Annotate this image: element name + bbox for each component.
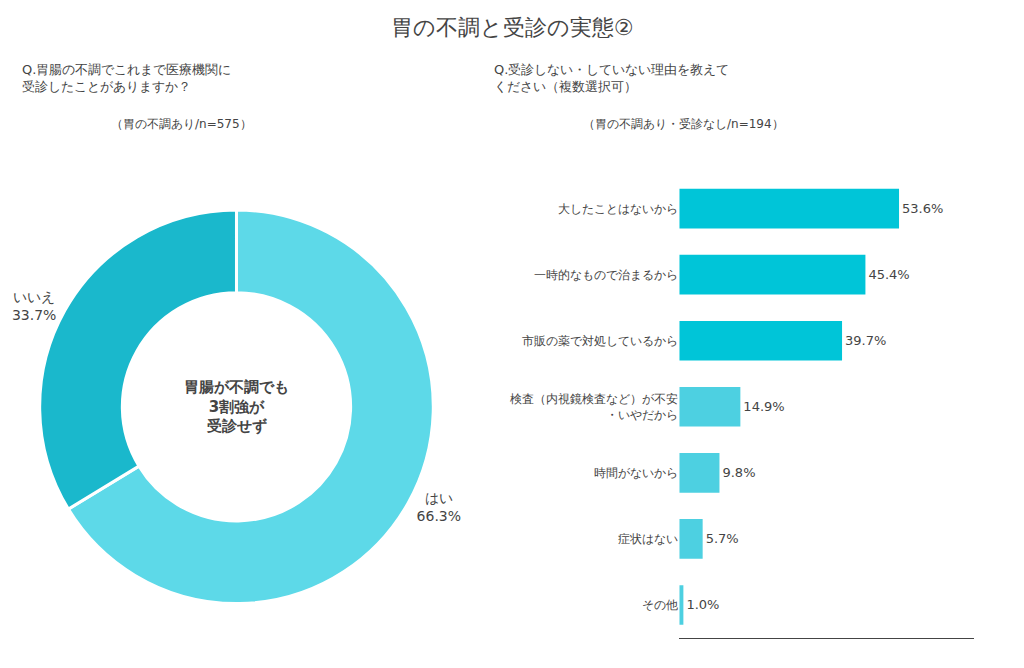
svg-text:9.8%: 9.8% [722,465,755,480]
svg-text:市販の薬で対処しているから: 市販の薬で対処しているから [522,334,678,348]
svg-text:Q.受診しない・していない理由を教えてください（複数選択可）: Q.受診しない・していない理由を教えてください（複数選択可） [494,62,729,94]
svg-text:39.7%: 39.7% [845,333,886,348]
svg-text:（胃の不調あり/n=575）: （胃の不調あり/n=575） [111,117,252,131]
svg-text:胃腸が不調でも3割強が受診せず: 胃腸が不調でも3割強が受診せず [184,378,289,435]
svg-text:45.4%: 45.4% [868,267,909,282]
svg-text:はい66.3%: はい66.3% [417,490,461,524]
svg-text:Q.胃腸の不調でこれまで医療機関に受診したことがありますか？: Q.胃腸の不調でこれまで医療機関に受診したことがありますか？ [22,62,231,94]
svg-text:5.7%: 5.7% [706,531,739,546]
svg-text:検査（内視鏡検査など）が不安・いやだから: 検査（内視鏡検査など）が不安・いやだから [510,392,678,422]
svg-text:14.9%: 14.9% [743,399,784,414]
svg-text:（胃の不調あり・受診なし/n=194）: （胃の不調あり・受診なし/n=194） [583,117,784,131]
svg-text:大したことはないから: 大したことはないから [558,202,678,216]
svg-text:1.0%: 1.0% [686,597,719,612]
svg-text:症状はない: 症状はない [618,532,678,546]
svg-text:いいえ33.7%: いいえ33.7% [12,289,56,323]
svg-text:時間がないから: 時間がないから [594,466,678,480]
svg-text:一時的なもので治まるから: 一時的なもので治まるから [534,268,678,282]
svg-text:53.6%: 53.6% [902,201,943,216]
svg-text:その他: その他 [642,598,678,612]
svg-text:胃の不調と受診の実態②: 胃の不調と受診の実態② [391,15,634,40]
